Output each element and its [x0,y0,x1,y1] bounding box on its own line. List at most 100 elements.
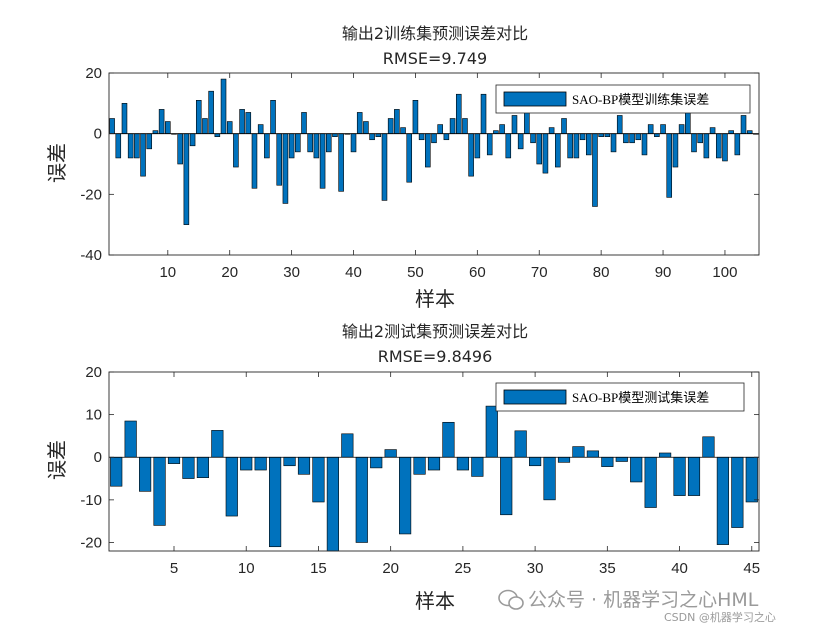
bar [115,133,122,159]
bar [468,133,474,177]
bar [505,133,512,159]
bar [659,452,672,458]
bar [647,124,654,134]
test-error-panel: 输出2测试集预测误差对比 RMSE=9.8496 5 10 15 20 25 30 35 40… [45,322,760,613]
wechat-icon [498,589,524,610]
bar [355,456,368,543]
y-axis-label: 误差 [45,440,69,480]
bar [196,456,209,478]
axes-box [108,72,760,256]
legend-label: SAO-BP模型训练集误差 [572,92,709,107]
bar [413,456,426,475]
bar [644,456,657,508]
bar [214,133,221,137]
bar [139,456,152,492]
bar [687,456,701,496]
bar [370,456,383,469]
bar [598,133,604,137]
training-error-panel: 输出2训练集预测误差对比 RMSE=9.749 10 20 30 40 50 60 70 80… [45,24,760,311]
bar [524,112,530,134]
bar [471,456,484,477]
chart-subtitle-rmse: RMSE=9.749 [383,49,487,68]
bar [722,133,728,162]
bar [182,456,195,479]
watermark: 公众号 · 机器学习之心HML CSDN @机器学习之心 [498,589,776,624]
axes-frame [108,72,760,256]
x-tick-label: 70 [531,264,548,281]
x-tick-labels: 10 20 30 40 50 60 70 80 90 100 [159,73,737,281]
bar [442,421,455,458]
bar [202,118,208,134]
bar [500,456,513,516]
y-tick-label: 10 [85,407,102,424]
legend-label: SAO-BP模型测试集误差 [572,390,709,405]
bar [387,118,394,134]
bar [462,118,468,134]
bar [548,127,555,134]
bar [226,121,233,134]
bar [384,449,397,458]
watermark-main: 公众号 · 机器学习之心HML [528,589,759,611]
bar [297,456,311,475]
watermark-sub: CSDN @机器学习之心 [664,610,776,624]
x-tick-label: 25 [455,560,472,577]
bar [660,124,666,134]
bar [288,133,295,159]
bar [282,133,289,204]
bar [399,456,412,535]
bar [341,433,354,458]
bar [356,112,363,134]
bar [557,456,571,463]
x-tick-label: 10 [238,560,255,577]
bar [734,133,741,156]
bar [716,456,729,545]
bar [400,127,406,134]
bar [418,133,425,141]
bar [251,133,258,189]
x-tick-label: 5 [170,560,178,577]
bar [257,124,264,134]
bar [529,456,542,467]
bar [615,456,628,462]
x-axis-label: 样本 [415,589,455,613]
axes-box [108,371,760,552]
bar [672,133,679,168]
bar [307,133,313,153]
bar [474,133,481,159]
bar-series [109,78,759,225]
bar [703,133,710,159]
bar [153,456,166,526]
bar [276,133,283,186]
bar [514,430,527,458]
bar [195,100,202,134]
bar [264,133,270,159]
bar [536,133,543,165]
x-tick-label: 35 [599,560,616,577]
bar [208,90,214,134]
bar [183,133,190,225]
bar [666,133,673,198]
bar [443,133,450,141]
bar [678,124,685,134]
axes-frame [108,371,760,552]
x-tick-labels: 5 10 15 20 25 30 35 40 45 [170,372,760,577]
x-tick-label: 15 [310,560,327,577]
x-tick-label: 30 [527,560,544,577]
bar [245,112,252,134]
bar [350,133,357,153]
bar [412,100,419,134]
x-tick-label: 20 [382,560,399,577]
bar [715,133,722,159]
bar [326,456,339,552]
y-tick-label: 20 [85,65,102,82]
bar-series [110,405,758,552]
bar [269,456,282,548]
legend-swatch [503,91,567,107]
bar [573,133,580,159]
bar [555,133,561,168]
bar [511,115,518,134]
bar [586,450,599,458]
bar [301,112,307,134]
bar [437,124,443,134]
y-tick-labels: -20 -10 0 10 20 [80,364,759,551]
